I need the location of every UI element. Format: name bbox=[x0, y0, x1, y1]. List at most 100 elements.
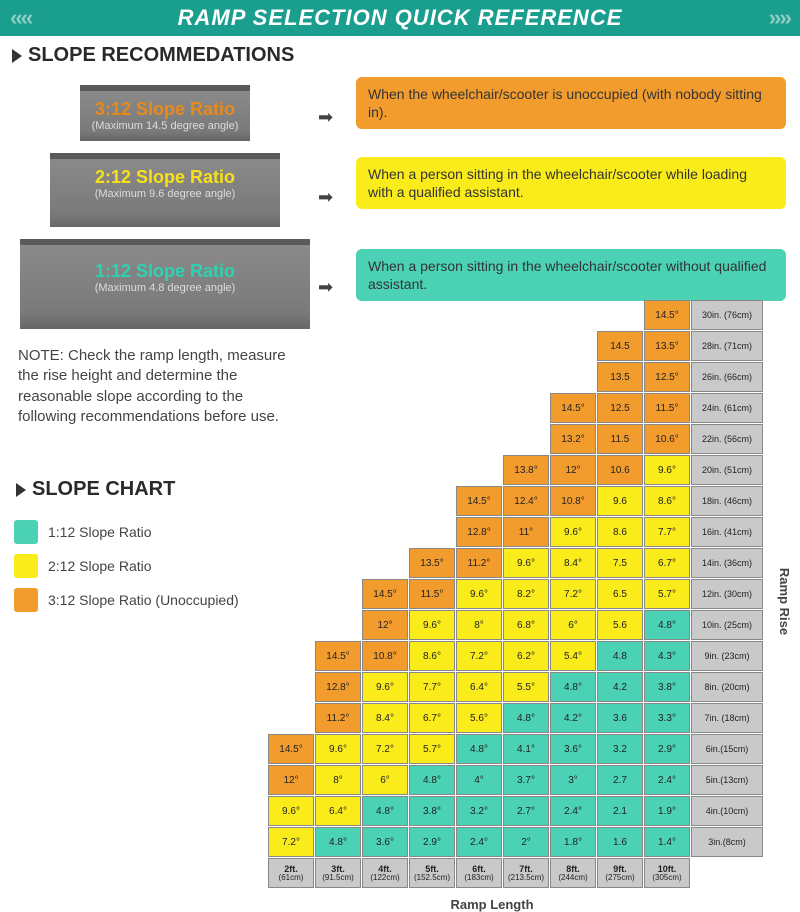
rise-label: 5in.(13cm) bbox=[691, 765, 763, 795]
chart-cell: 6.4° bbox=[456, 672, 502, 702]
chart-cell: 6.8° bbox=[503, 610, 549, 640]
chart-cell: 3.3° bbox=[644, 703, 690, 733]
chart-cell: 2.4° bbox=[550, 796, 596, 826]
chart-cell: 3.6° bbox=[550, 734, 596, 764]
chart-cell: 6.2° bbox=[503, 641, 549, 671]
rise-label: 26in. (66cm) bbox=[691, 362, 763, 392]
chart-cell: 12.4° bbox=[503, 486, 549, 516]
chart-cell: 6° bbox=[362, 765, 408, 795]
chart-cell: 13.5° bbox=[409, 548, 455, 578]
chart-cell: 12.5 bbox=[597, 393, 643, 423]
desc-3-12: When the wheelchair/scooter is unoccupie… bbox=[356, 77, 786, 129]
legend-swatch bbox=[14, 520, 38, 544]
chart-cell: 1.4° bbox=[644, 827, 690, 857]
chart-cell: 4.8° bbox=[409, 765, 455, 795]
chart-cell: 3° bbox=[550, 765, 596, 795]
chart-cell: 2.7° bbox=[503, 796, 549, 826]
chart-cell: 4° bbox=[456, 765, 502, 795]
rise-label: 14in. (36cm) bbox=[691, 548, 763, 578]
legend-row: 1:12 Slope Ratio bbox=[14, 520, 254, 544]
chart-cell: 8° bbox=[315, 765, 361, 795]
chart-cell: 8.2° bbox=[503, 579, 549, 609]
arrow-right-icon: ➡ bbox=[318, 107, 333, 128]
chart-cell: 9.6° bbox=[409, 610, 455, 640]
axis-x-label: Ramp Length bbox=[268, 897, 716, 912]
chart-cell: 10.8° bbox=[550, 486, 596, 516]
chart-cell: 9.6° bbox=[315, 734, 361, 764]
chart-cell: 9.6° bbox=[550, 517, 596, 547]
chart-cell: 11.5 bbox=[597, 424, 643, 454]
chevrons-right-icon: ›››› bbox=[769, 5, 790, 31]
legend-row: 2:12 Slope Ratio bbox=[14, 554, 254, 578]
chart-cell: 12.5° bbox=[644, 362, 690, 392]
chart-cell: 10.6° bbox=[644, 424, 690, 454]
recommendations-heading: SLOPE RECOMMEDATIONS bbox=[12, 44, 800, 67]
chart-cell: 2.4° bbox=[456, 827, 502, 857]
chart-cell: 14.5° bbox=[644, 300, 690, 330]
stair-2-12: 2:12 Slope Ratio (Maximum 9.6 degree ang… bbox=[50, 153, 280, 227]
legend-label: 2:12 Slope Ratio bbox=[48, 558, 152, 574]
axis-y-label: Ramp Rise bbox=[777, 568, 792, 635]
chart-cell: 7.2° bbox=[456, 641, 502, 671]
chart-cell: 4.8° bbox=[644, 610, 690, 640]
arrow-right-icon: ➡ bbox=[318, 277, 333, 298]
chart-cell: 4.8° bbox=[362, 796, 408, 826]
length-label: 9ft.(275cm) bbox=[597, 858, 643, 888]
chart-cell: 3.2 bbox=[597, 734, 643, 764]
chart-cell: 6.7° bbox=[644, 548, 690, 578]
chart-cell: 7.2° bbox=[268, 827, 314, 857]
chart-cell: 9.6° bbox=[644, 455, 690, 485]
chart-cell: 9.6° bbox=[362, 672, 408, 702]
chart-cell: 9.6° bbox=[503, 548, 549, 578]
chart-cell: 5.6° bbox=[456, 703, 502, 733]
chart-cell: 3.6° bbox=[362, 827, 408, 857]
chart-cell: 5.7° bbox=[644, 579, 690, 609]
rise-label: 12in. (30cm) bbox=[691, 579, 763, 609]
chart-cell: 10.8° bbox=[362, 641, 408, 671]
desc-1-12: When a person sitting in the wheelchair/… bbox=[356, 249, 786, 301]
chart-cell: 13.5° bbox=[644, 331, 690, 361]
chart-cell: 12° bbox=[268, 765, 314, 795]
chart-cell: 3.8° bbox=[644, 672, 690, 702]
chart-cell: 4.8° bbox=[503, 703, 549, 733]
arrow-right-icon: ➡ bbox=[318, 187, 333, 208]
chart-cell: 4.3° bbox=[644, 641, 690, 671]
chart-cell: 1.8° bbox=[550, 827, 596, 857]
chart-cell: 8.6° bbox=[644, 486, 690, 516]
chart-cell: 11.5° bbox=[644, 393, 690, 423]
chart-cell: 6.4° bbox=[315, 796, 361, 826]
length-label: 8ft.(244cm) bbox=[550, 858, 596, 888]
chart-cell: 2.9° bbox=[644, 734, 690, 764]
rise-label: 28in. (71cm) bbox=[691, 331, 763, 361]
chart-cell: 4.2° bbox=[550, 703, 596, 733]
chart-cell: 7.2° bbox=[362, 734, 408, 764]
rise-label: 7in. (18cm) bbox=[691, 703, 763, 733]
header-title: RAMP SELECTION QUICK REFERENCE bbox=[178, 5, 623, 31]
chart-cell: 9.6° bbox=[268, 796, 314, 826]
chart-cell: 4.8° bbox=[315, 827, 361, 857]
rise-label: 6in.(15cm) bbox=[691, 734, 763, 764]
chart-cell: 5.7° bbox=[409, 734, 455, 764]
chart-cell: 4.8 bbox=[597, 641, 643, 671]
length-label: 6ft.(183cm) bbox=[456, 858, 502, 888]
rise-label: 22in. (56cm) bbox=[691, 424, 763, 454]
legend-row: 3:12 Slope Ratio (Unoccupied) bbox=[14, 588, 254, 612]
chart-cell: 9.6 bbox=[597, 486, 643, 516]
chart-cell: 11.2° bbox=[315, 703, 361, 733]
length-label: 7ft.(213.5cm) bbox=[503, 858, 549, 888]
rise-label: 30in. (76cm) bbox=[691, 300, 763, 330]
chart-cell: 3.6 bbox=[597, 703, 643, 733]
chart-cell: 12.8° bbox=[456, 517, 502, 547]
chart-cell: 3.2° bbox=[456, 796, 502, 826]
chart-cell: 7.2° bbox=[550, 579, 596, 609]
rise-label: 10in. (25cm) bbox=[691, 610, 763, 640]
chart-cell: 3.7° bbox=[503, 765, 549, 795]
chart-cell: 6.7° bbox=[409, 703, 455, 733]
chart-cell: 14.5° bbox=[362, 579, 408, 609]
stair-1-12: 1:12 Slope Ratio (Maximum 4.8 degree ang… bbox=[20, 239, 310, 329]
chart-cell: 4.8° bbox=[550, 672, 596, 702]
chart-cell: 7.5 bbox=[597, 548, 643, 578]
chart-cell: 3.8° bbox=[409, 796, 455, 826]
stair-3-12: 3:12 Slope Ratio (Maximum 14.5 degree an… bbox=[80, 85, 250, 141]
note-text: NOTE: Check the ramp length, measure the… bbox=[4, 346, 304, 427]
